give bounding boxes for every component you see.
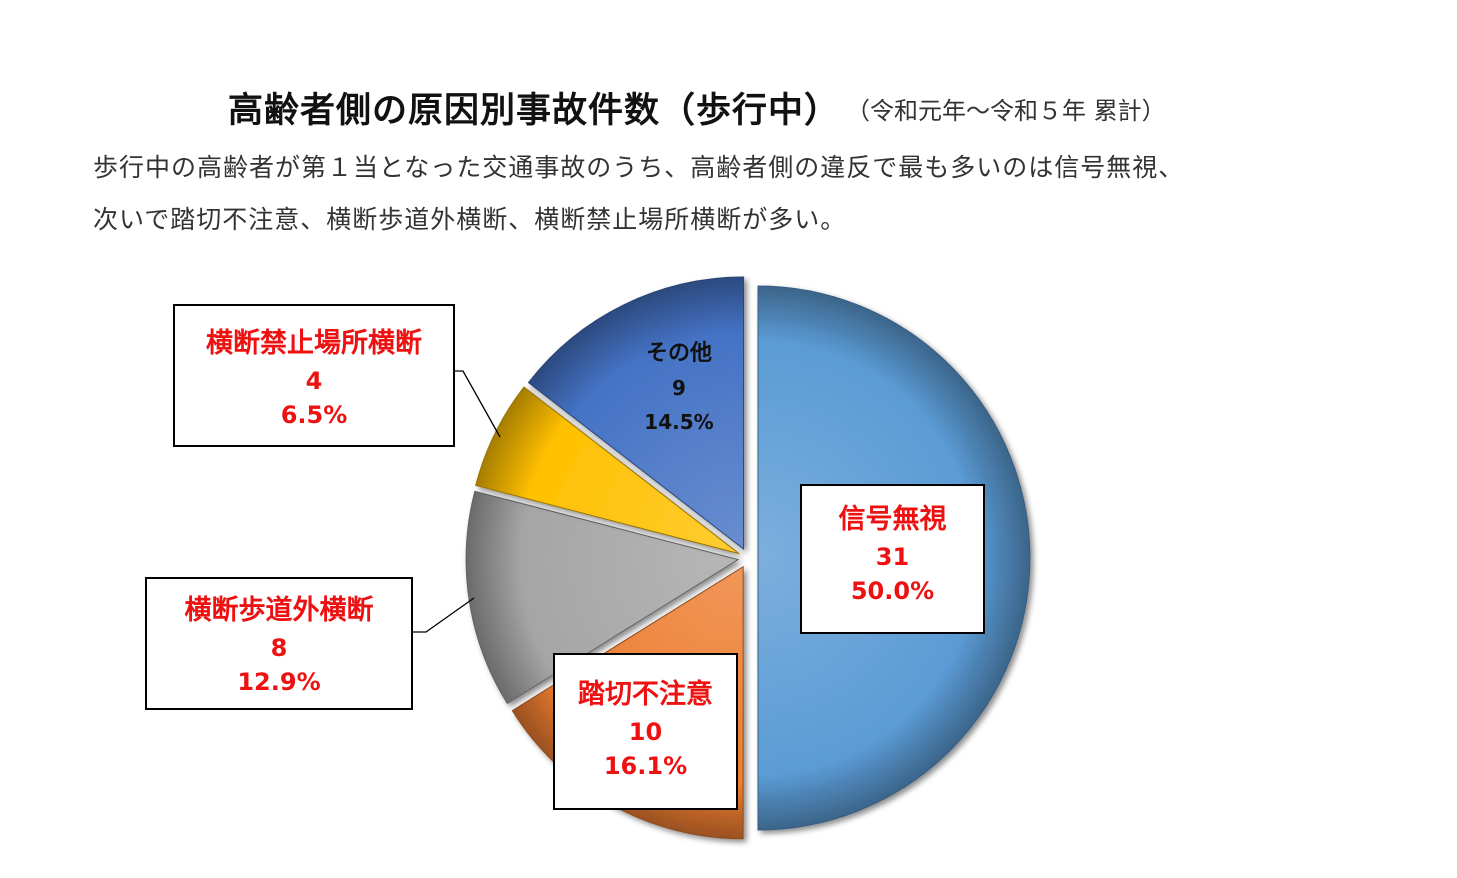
- slice-label-value: 4: [305, 367, 323, 395]
- description-line-1: 歩行中の高齢者が第１当となった交通事故のうち、高齢者側の違反で最も多いのは信号無…: [93, 153, 1185, 182]
- pie-slice-crossing-prohibited: [475, 386, 740, 555]
- description-line-2: 次いで踏切不注意、横断歩道外横断、横断禁止場所横断が多い。: [93, 205, 847, 234]
- chart-title-row: 高齢者側の原因別事故件数（歩行中） （令和元年～令和５年 累計）: [228, 82, 1166, 133]
- slice-label-name: 横断歩道外横断: [184, 595, 374, 626]
- chart-title: 高齢者側の原因別事故件数（歩行中）: [228, 91, 841, 131]
- slice-label-percent: 50.0%: [850, 577, 935, 605]
- slice-label-name: 信号無視: [838, 504, 947, 535]
- leader-line-crossing-prohibited: [455, 370, 501, 438]
- chart-subtitle: （令和元年～令和５年 累計）: [858, 97, 1166, 125]
- pie-slices: [465, 276, 1031, 840]
- slice-label-name: 踏切不注意: [578, 679, 713, 710]
- slice-label-railroad: 踏切不注意 10 16.1%: [553, 653, 738, 810]
- pie-slice-other: [527, 276, 745, 551]
- slice-label-percent: 6.5%: [280, 401, 348, 429]
- leader-lines: [412, 370, 501, 633]
- slice-label-crossing-prohibited: 横断禁止場所横断 4 6.5%: [173, 304, 455, 447]
- slice-label-name: 横断禁止場所横断: [206, 328, 422, 359]
- slice-label-value: 8: [270, 634, 288, 662]
- slice-label-signal: 信号無視 31 50.0%: [800, 484, 985, 634]
- slice-label-percent: 16.1%: [603, 752, 688, 780]
- slice-label-other: その他 9 14.5%: [620, 337, 738, 439]
- slice-label-name: その他: [645, 341, 712, 366]
- slice-label-percent: 12.9%: [237, 668, 321, 696]
- slice-label-value: 9: [672, 376, 686, 400]
- slice-label-value: 31: [875, 543, 910, 571]
- slice-label-outside-crosswalk: 横断歩道外横断 8 12.9%: [145, 577, 413, 710]
- leader-line-outside-crosswalk: [412, 597, 475, 633]
- slice-label-percent: 14.5%: [644, 410, 714, 434]
- slice-label-value: 10: [628, 718, 663, 746]
